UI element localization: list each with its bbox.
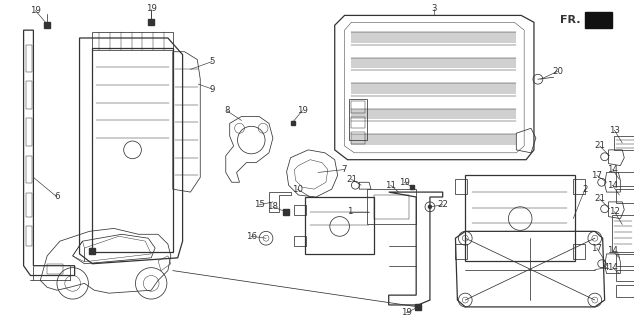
Text: 16: 16 [246,232,257,241]
Bar [351,109,516,120]
Text: 7: 7 [342,165,348,174]
Text: 14: 14 [607,165,618,174]
Bar [26,119,33,146]
Bar [573,179,585,194]
Text: 8: 8 [224,106,230,115]
Text: 17: 17 [591,171,602,180]
Bar [351,32,516,43]
Text: 4: 4 [604,263,609,272]
Text: 19: 19 [30,6,41,15]
Bar [616,270,634,281]
Bar [612,215,634,252]
Circle shape [428,205,432,209]
Text: FR.: FR. [561,15,581,25]
Text: 10: 10 [292,185,303,194]
Bar [294,205,307,215]
Bar [351,132,365,144]
Bar [351,101,365,113]
Bar [616,172,634,186]
Bar [616,285,634,297]
Bar [92,48,173,252]
Text: 21: 21 [594,194,605,204]
Text: 3: 3 [431,4,436,13]
Bar [26,193,33,217]
Bar [294,236,307,246]
Text: 20: 20 [552,67,563,76]
Bar [351,83,516,94]
Text: 12: 12 [609,207,620,216]
Text: 17: 17 [591,244,602,252]
Bar [26,81,33,109]
Bar [351,58,516,68]
Bar [374,195,410,218]
Bar [456,244,467,259]
Bar [47,264,63,273]
Text: 1: 1 [347,207,352,216]
Text: 6: 6 [54,192,60,202]
Text: 14: 14 [607,246,618,255]
Bar [26,45,33,72]
Bar [349,99,367,140]
Text: 18: 18 [268,202,278,211]
Text: 19: 19 [146,4,157,13]
Text: 14: 14 [607,181,618,190]
Bar [367,189,416,225]
Bar [351,116,365,128]
Bar [26,226,33,246]
Bar [305,197,374,254]
Bar [465,176,575,261]
Text: 19: 19 [401,308,412,317]
Bar [456,179,467,194]
Text: 5: 5 [209,57,215,66]
Bar [26,156,33,183]
Bar [614,136,636,150]
Text: 19: 19 [297,106,308,115]
Bar [616,254,634,266]
Text: 22: 22 [437,200,448,209]
Text: 2: 2 [582,185,588,194]
Text: 11: 11 [385,181,396,190]
Text: 15: 15 [253,200,265,209]
Bar [616,189,634,203]
Polygon shape [585,12,612,28]
Text: 19: 19 [399,178,410,187]
Bar [351,134,516,145]
Text: 13: 13 [609,126,620,135]
Text: 21: 21 [346,175,357,184]
Bar [92,32,173,50]
Text: 9: 9 [209,85,215,93]
Bar [573,244,585,259]
Text: 14: 14 [607,263,618,272]
Text: 21: 21 [594,142,605,150]
